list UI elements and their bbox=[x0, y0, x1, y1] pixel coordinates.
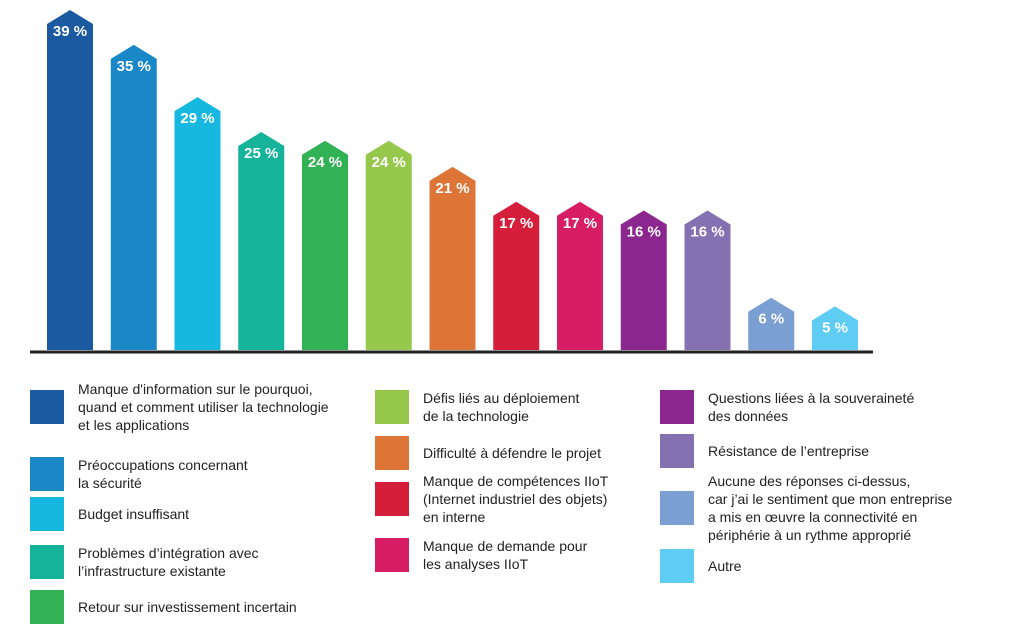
legend-swatch-12 bbox=[660, 491, 694, 525]
bar-4 bbox=[238, 132, 285, 350]
bar-10 bbox=[620, 210, 667, 350]
legend-item-9: Manque de demande pour les analyses IIoT bbox=[375, 537, 587, 573]
legend-item-7: Difficulté à défendre le projet bbox=[375, 436, 601, 470]
legend-swatch-10 bbox=[660, 390, 694, 424]
bar-value-label-8: 17 % bbox=[499, 215, 533, 232]
bar-8 bbox=[493, 201, 540, 350]
legend-item-3: Budget insuffisant bbox=[30, 497, 189, 531]
legend-swatch-6 bbox=[375, 390, 409, 424]
legend-item-12: Aucune des réponses ci-dessus, car j’ai … bbox=[660, 472, 952, 544]
bar-1 bbox=[47, 10, 93, 350]
bar-value-label-5: 24 % bbox=[308, 154, 342, 171]
legend-item-4: Problèmes d’intégration avec l’infrastru… bbox=[30, 544, 259, 580]
bar-value-label-11: 16 % bbox=[690, 224, 724, 241]
legend-item-8: Manque de compétences IIoT (Internet ind… bbox=[375, 472, 608, 526]
bar-13 bbox=[812, 306, 858, 350]
legend-item-11: Résistance de l’entreprise bbox=[660, 434, 869, 468]
bar-6 bbox=[365, 140, 412, 350]
legend-label-13: Autre bbox=[708, 558, 742, 574]
bar-value-label-13: 5 % bbox=[822, 319, 848, 336]
legend-label-4: Problèmes d’intégration avec l’infrastru… bbox=[78, 545, 259, 579]
legend-item-5: Retour sur investissement incertain bbox=[30, 590, 297, 624]
legend-swatch-11 bbox=[660, 434, 694, 468]
bar-value-label-3: 29 % bbox=[180, 110, 214, 127]
bar-chart: 39 % 35 % 29 % 25 % 24 % 24 % 21 % 17 % 17 % 16 %… bbox=[30, 10, 873, 354]
bar-5 bbox=[302, 140, 348, 350]
legend-label-2: Préoccupations concernant la sécurité bbox=[78, 457, 248, 491]
legend-swatch-4 bbox=[30, 545, 64, 579]
legend-swatch-8 bbox=[375, 482, 409, 516]
legend-swatch-7 bbox=[375, 436, 409, 470]
bars-group: 39 % 35 % 29 % 25 % 24 % 24 % 21 % 17 % 17 % 16 %… bbox=[47, 10, 858, 350]
legend-swatch-9 bbox=[375, 538, 409, 572]
legend-item-13: Autre bbox=[660, 549, 741, 583]
legend-swatch-5 bbox=[30, 590, 64, 624]
bar-value-label-12: 6 % bbox=[758, 311, 784, 328]
bar-value-label-9: 17 % bbox=[563, 215, 597, 232]
legend-label-5: Retour sur investissement incertain bbox=[78, 599, 297, 615]
legend-label-8: Manque de compétences IIoT (Internet ind… bbox=[423, 473, 609, 525]
bar-7 bbox=[429, 166, 476, 350]
bar-3 bbox=[174, 97, 221, 350]
legend-swatch-3 bbox=[30, 497, 64, 531]
legend-item-2: Préoccupations concernant la sécurité bbox=[30, 456, 248, 492]
legend-label-11: Résistance de l’entreprise bbox=[708, 443, 870, 459]
bar-value-label-6: 24 % bbox=[372, 154, 406, 171]
legend-label-10: Questions liées à la souveraineté des do… bbox=[708, 390, 915, 424]
legend-label-7: Difficulté à défendre le projet bbox=[423, 445, 601, 461]
legend-label-3: Budget insuffisant bbox=[78, 506, 190, 522]
bar-value-label-7: 21 % bbox=[435, 180, 469, 197]
bar-9 bbox=[557, 201, 603, 350]
legend-swatch-1 bbox=[30, 390, 64, 424]
legend-item-10: Questions liées à la souveraineté des do… bbox=[660, 389, 914, 425]
bar-11 bbox=[684, 210, 731, 350]
legend-label-1: Manque d'information sur le pourquoi, qu… bbox=[78, 381, 329, 433]
bar-value-label-2: 35 % bbox=[117, 58, 151, 75]
bar-value-label-4: 25 % bbox=[244, 145, 278, 162]
legend-item-1: Manque d'information sur le pourquoi, qu… bbox=[30, 380, 329, 434]
bar-12 bbox=[748, 297, 795, 350]
legend-swatch-13 bbox=[660, 549, 694, 583]
legend-item-6: Défis liés au déploiement de la technolo… bbox=[375, 389, 579, 425]
bar-value-label-10: 16 % bbox=[627, 224, 661, 241]
legend-label-9: Manque de demande pour les analyses IIoT bbox=[423, 538, 588, 572]
legend-label-12: Aucune des réponses ci-dessus, car j’ai … bbox=[708, 473, 953, 543]
bar-2 bbox=[110, 44, 157, 350]
bar-value-label-1: 39 % bbox=[53, 23, 87, 40]
legend-label-6: Défis liés au déploiement de la technolo… bbox=[423, 390, 580, 424]
legend-swatch-2 bbox=[30, 457, 64, 491]
